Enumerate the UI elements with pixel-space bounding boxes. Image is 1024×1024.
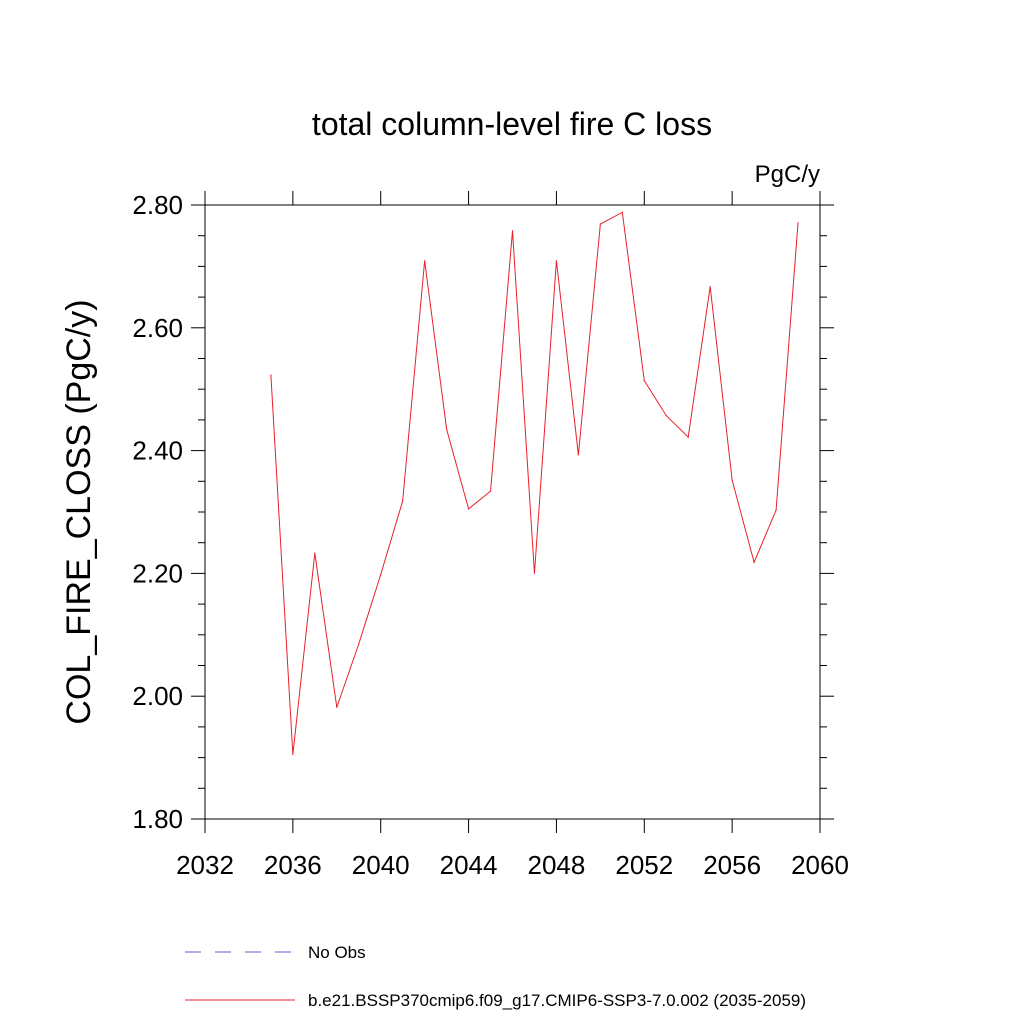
x-tick-label: 2052 bbox=[615, 850, 673, 880]
data-point bbox=[292, 753, 294, 756]
legend: No Obs b.e21.BSSP370cmip6.f09_g17.CMIP6-… bbox=[185, 943, 806, 1010]
data-point bbox=[424, 260, 426, 262]
data-point bbox=[533, 572, 536, 575]
series-layer bbox=[270, 211, 799, 756]
data-point bbox=[599, 223, 601, 225]
data-point bbox=[489, 490, 492, 492]
x-tick-label: 2032 bbox=[176, 850, 234, 880]
data-point bbox=[380, 574, 382, 576]
data-point bbox=[709, 286, 711, 288]
data-point bbox=[643, 380, 645, 382]
data-point bbox=[446, 428, 448, 430]
y-tick-label: 2.40 bbox=[132, 436, 183, 466]
x-tick-label: 2040 bbox=[352, 850, 410, 880]
y-tick-label: 2.80 bbox=[132, 190, 183, 220]
data-point bbox=[687, 436, 689, 438]
data-point bbox=[577, 454, 579, 456]
series-line-1 bbox=[270, 211, 799, 755]
data-point bbox=[731, 479, 733, 481]
y-tick-label: 2.60 bbox=[132, 313, 183, 343]
y-axis: 1.80 2.00 2.20 2.40 2.60 2.80 bbox=[132, 190, 834, 834]
data-point bbox=[775, 509, 777, 511]
units-label: PgC/y bbox=[755, 161, 820, 188]
data-point bbox=[621, 211, 623, 213]
y-tick-label: 2.00 bbox=[132, 681, 183, 711]
chart-title: total column-level fire C loss bbox=[312, 106, 712, 142]
data-point bbox=[314, 552, 316, 554]
data-point bbox=[402, 500, 404, 502]
y-tick-label: 2.20 bbox=[132, 558, 183, 588]
plot-frame bbox=[204, 204, 821, 820]
data-point bbox=[511, 230, 514, 232]
legend-label-no-obs: No Obs bbox=[308, 943, 366, 962]
data-point bbox=[270, 374, 272, 376]
x-tick-label: 2044 bbox=[440, 850, 498, 880]
data-point bbox=[753, 561, 755, 563]
x-tick-label: 2060 bbox=[791, 850, 849, 880]
data-point bbox=[797, 222, 799, 224]
data-point bbox=[336, 706, 338, 708]
x-axis: 2032 2036 2040 2044 2048 2052 2056 2060 bbox=[176, 191, 849, 880]
y-tick-label: 1.80 bbox=[132, 804, 183, 834]
data-point bbox=[555, 260, 558, 262]
data-point bbox=[358, 643, 360, 645]
data-point bbox=[467, 508, 470, 510]
x-tick-label: 2056 bbox=[703, 850, 761, 880]
legend-label-model-run: b.e21.BSSP370cmip6.f09_g17.CMIP6-SSP3-7.… bbox=[308, 991, 806, 1010]
y-axis-label: COL_FIRE_CLOSS (PgC/y) bbox=[60, 299, 98, 724]
data-point bbox=[665, 415, 667, 417]
x-tick-label: 2036 bbox=[264, 850, 322, 880]
x-tick-label: 2048 bbox=[528, 850, 586, 880]
